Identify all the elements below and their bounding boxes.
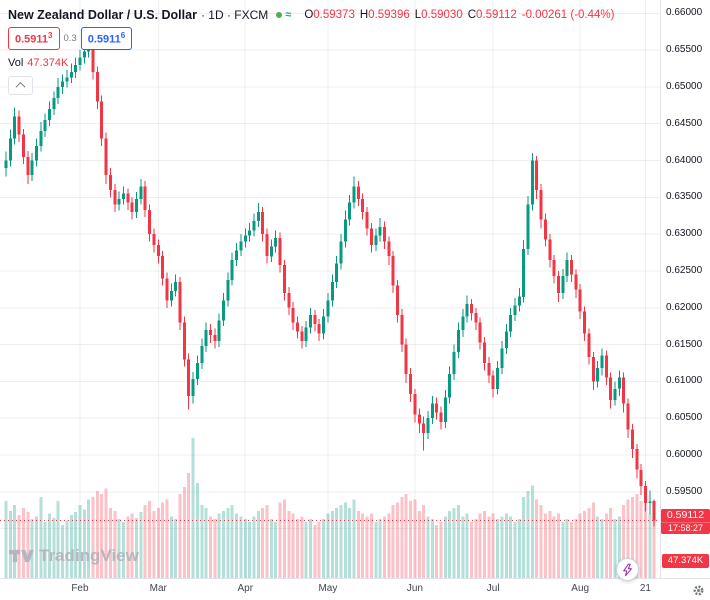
legend: New Zealand Dollar / U.S. Dollar · 1D · … <box>8 8 614 95</box>
data-mode-icon: ≈ <box>285 9 292 21</box>
last-price-value: 0.59112 <box>666 509 705 522</box>
settings-gear-icon[interactable] <box>692 584 705 597</box>
collapse-legend-button[interactable] <box>8 75 33 95</box>
price-axis-label: 0.66000 <box>666 7 703 19</box>
time-axis-label: Apr <box>237 583 254 594</box>
price-axis-label: 0.65000 <box>666 80 703 92</box>
symbol-title[interactable]: New Zealand Dollar / U.S. Dollar <box>8 8 197 22</box>
price-axis-label: 0.64500 <box>666 117 703 129</box>
time-axis-label: 21 <box>639 583 651 594</box>
watermark-label: TradingView <box>39 546 139 565</box>
volume-label: Vol <box>8 56 24 69</box>
high-value: 0.59396 <box>368 9 410 21</box>
sell-button[interactable]: 0.59113 <box>8 27 60 50</box>
chevron-up-icon <box>15 81 26 92</box>
candlestick-chart[interactable] <box>0 0 660 578</box>
buy-sell-row: 0.59113 0.3 0.59116 <box>8 27 614 50</box>
open-label: O <box>304 9 314 21</box>
tradingview-watermark[interactable]: TradingView <box>8 546 139 566</box>
price-axis-label: 0.61500 <box>666 338 703 350</box>
high-label: H <box>359 9 369 21</box>
time-axis-label: Feb <box>71 583 89 594</box>
price-axis-label: 0.63500 <box>666 191 703 203</box>
close-value: 0.59112 <box>476 9 517 21</box>
price-axis-label: 0.61000 <box>666 375 703 387</box>
time-axis-label: May <box>318 583 338 594</box>
close-label: C <box>467 9 477 21</box>
symbol-meta: · 1D · FXCM <box>200 8 269 22</box>
low-label: L <box>414 9 422 21</box>
price-axis-label: 0.62500 <box>666 264 703 276</box>
time-axis-label: Jul <box>486 583 500 594</box>
price-axis-label: 0.62000 <box>666 301 703 313</box>
lightning-icon <box>623 563 632 576</box>
low-value: 0.59030 <box>421 9 463 21</box>
change-value: -0.00261 (-0.44%) <box>521 9 615 21</box>
volume-axis-tag: 47.374K <box>662 554 709 568</box>
price-axis[interactable]: 0.59112 17:58:27 47.374K 0.66000 0.65500 0… <box>660 0 710 578</box>
volume-value: 47.374K <box>27 56 69 69</box>
last-price-tag: 0.59112 17:58:27 <box>661 509 710 535</box>
buy-button[interactable]: 0.59116 <box>80 27 133 50</box>
instant-trading-button[interactable] <box>616 558 639 581</box>
price-axis-label: 0.64000 <box>666 154 703 166</box>
spread-value: 0.3 <box>63 32 77 44</box>
tradingview-logo-icon <box>8 549 34 563</box>
open-value: 0.59373 <box>313 9 355 21</box>
ohlc-values: O0.59373 H0.59396 L0.59030 C0.59112 -0.0… <box>299 9 614 21</box>
price-axis-label: 0.63000 <box>666 228 703 240</box>
time-axis-label: Mar <box>149 583 167 594</box>
bar-countdown: 17:58:27 <box>661 522 710 534</box>
market-status-dot <box>276 12 283 18</box>
symbol-row: New Zealand Dollar / U.S. Dollar · 1D · … <box>8 8 614 22</box>
price-axis-label: 0.59500 <box>666 485 703 497</box>
price-axis-label: 0.65500 <box>666 44 703 56</box>
price-axis-label: 0.60000 <box>666 449 703 461</box>
volume-row: Vol 47.374K <box>8 57 614 69</box>
time-axis[interactable]: Feb Mar Apr May Jun Jul Aug 21 <box>0 578 710 600</box>
price-axis-label: 0.60500 <box>666 412 703 424</box>
time-axis-label: Aug <box>571 583 590 594</box>
time-axis-label: Jun <box>406 583 423 594</box>
